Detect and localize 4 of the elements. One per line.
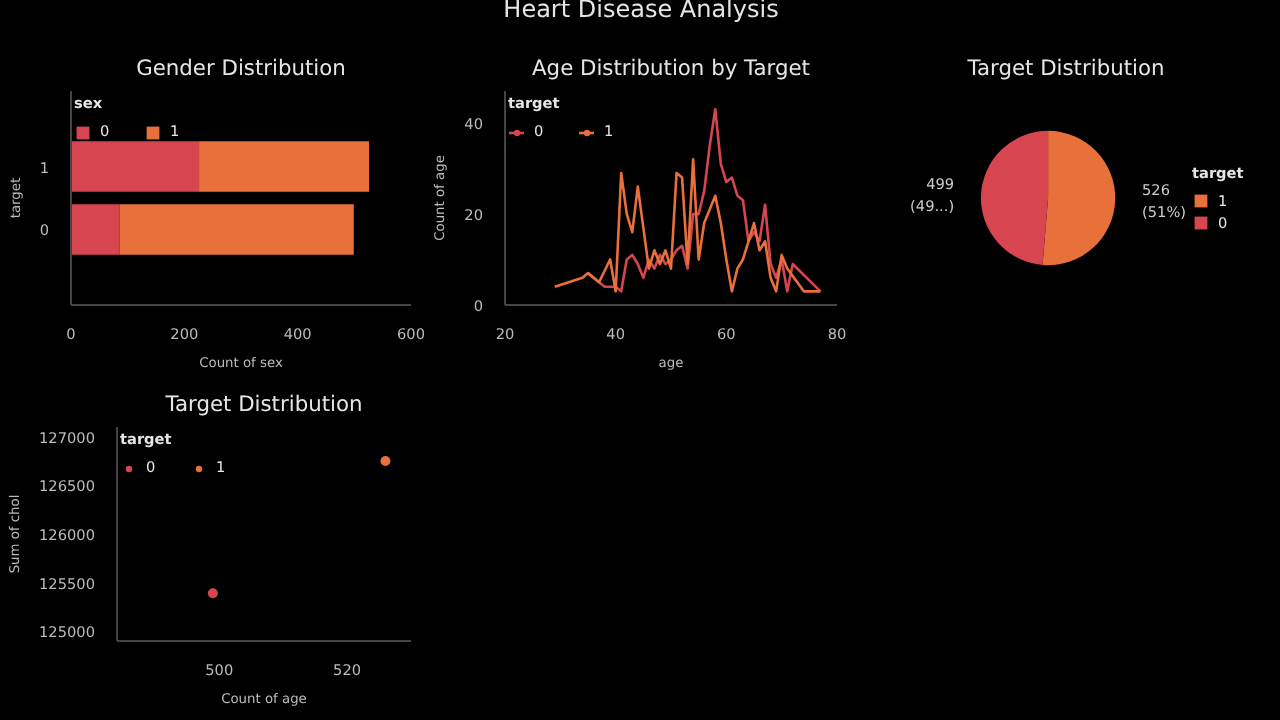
chart-title: Target Distribution bbox=[965, 55, 1165, 81]
chart-title: Age Distribution by Target bbox=[532, 55, 810, 81]
chart-title: Gender Distribution bbox=[136, 55, 346, 81]
chart-title: Target Distribution bbox=[163, 391, 363, 417]
